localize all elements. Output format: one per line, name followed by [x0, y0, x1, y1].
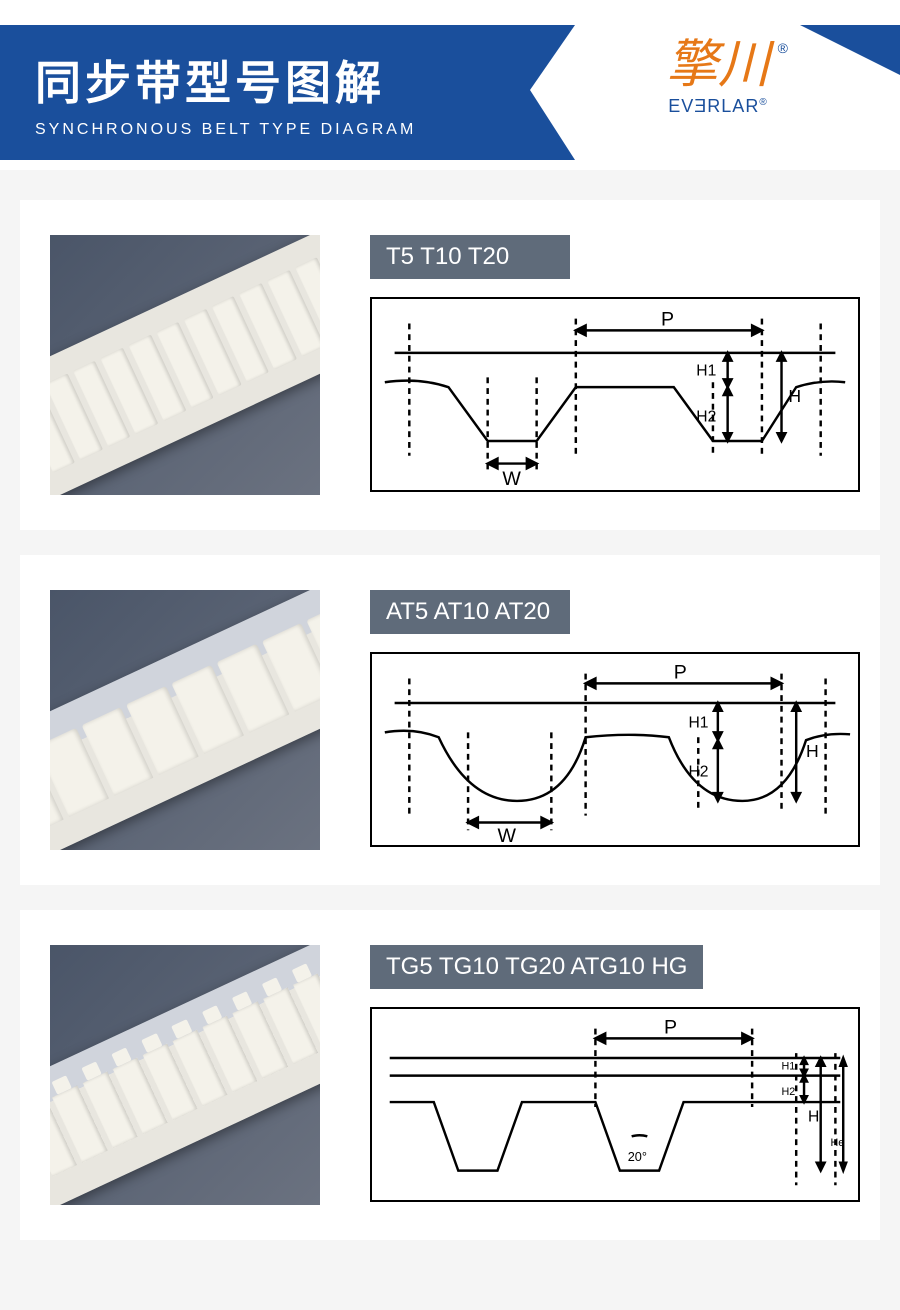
profile-diagram-tg: P 20° H1 H2 H He: [370, 1007, 860, 1202]
svg-text:H: H: [808, 1109, 819, 1126]
svg-text:H1: H1: [782, 1061, 796, 1073]
svg-text:P: P: [661, 308, 674, 330]
belt-info-at: AT5 AT10 AT20: [370, 590, 860, 847]
svg-text:W: W: [502, 468, 521, 490]
type-label: T5 T10 T20: [370, 235, 570, 279]
svg-text:H1: H1: [688, 714, 708, 731]
belt-photo-t: [50, 235, 320, 495]
svg-text:He: He: [830, 1137, 844, 1149]
svg-text:H: H: [788, 386, 801, 406]
belt-card-t: T5 T10 T20: [20, 200, 880, 530]
svg-text:H1: H1: [696, 362, 716, 379]
logo-calligraphy: 擎川: [666, 37, 770, 94]
profile-diagram-t: P W H1 H2 H: [370, 297, 860, 492]
belt-photo-tg: [50, 945, 320, 1205]
belt-photo-at: [50, 590, 320, 850]
logo: 擎川 ® EVƎRLAR®: [666, 40, 770, 117]
svg-text:H: H: [806, 741, 819, 761]
svg-text:20°: 20°: [628, 1149, 647, 1164]
header-decoration-icon: [800, 25, 900, 75]
svg-text:P: P: [664, 1016, 677, 1038]
svg-text:H2: H2: [696, 408, 716, 425]
page-header: 同步带型号图解 SYNCHRONOUS BELT TYPE DIAGRAM 擎川…: [0, 0, 900, 170]
svg-text:H2: H2: [688, 763, 708, 780]
header-banner: 同步带型号图解 SYNCHRONOUS BELT TYPE DIAGRAM: [0, 25, 530, 160]
logo-brand: EVƎRLAR®: [666, 96, 770, 117]
belt-card-tg: TG5 TG10 TG20 ATG10 HG: [20, 910, 880, 1240]
profile-diagram-at: P W H1 H2 H: [370, 652, 860, 847]
type-label: TG5 TG10 TG20 ATG10 HG: [370, 945, 703, 989]
content-area: T5 T10 T20: [0, 170, 900, 1240]
belt-card-at: AT5 AT10 AT20: [20, 555, 880, 885]
svg-text:P: P: [674, 661, 687, 683]
svg-text:H2: H2: [782, 1086, 796, 1098]
belt-info-t: T5 T10 T20: [370, 235, 860, 492]
registered-icon: ®: [778, 40, 788, 56]
title-chinese: 同步带型号图解: [35, 47, 530, 113]
title-english: SYNCHRONOUS BELT TYPE DIAGRAM: [35, 121, 530, 139]
svg-text:W: W: [497, 825, 516, 845]
type-label: AT5 AT10 AT20: [370, 590, 570, 634]
belt-info-tg: TG5 TG10 TG20 ATG10 HG: [370, 945, 860, 1202]
